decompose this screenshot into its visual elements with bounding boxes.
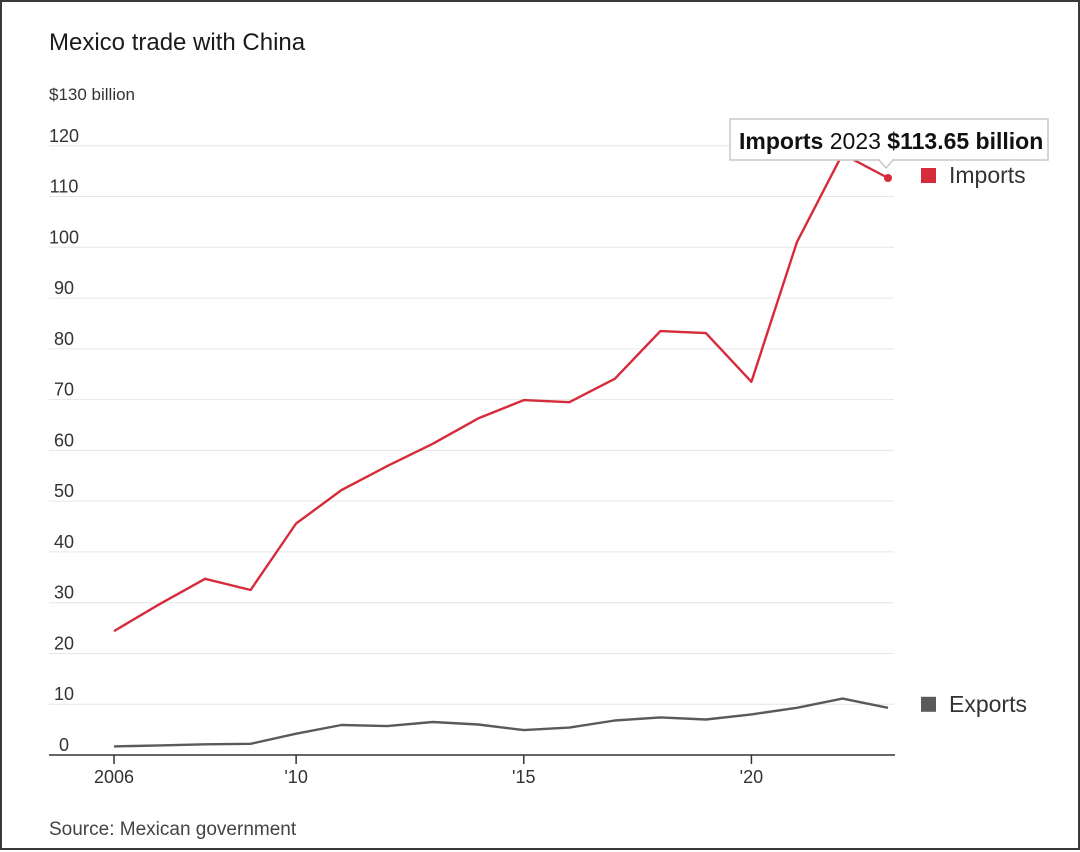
annotation-point xyxy=(884,174,892,183)
x-tick-label: '15 xyxy=(512,767,535,787)
y-tick-label: 100 xyxy=(49,227,79,247)
x-tick-label: 2006 xyxy=(94,767,134,787)
y-axis: 0 10 20 30 40 50 60 70 80 90 100 110 120 xyxy=(49,126,79,755)
y-tick-label: 60 xyxy=(54,430,74,450)
tooltip-series: Imports xyxy=(739,128,823,154)
y-tick-label: 20 xyxy=(54,633,74,653)
y-tick-label: 50 xyxy=(54,481,74,501)
source-note: Source: Mexican government xyxy=(49,819,297,840)
series-lines xyxy=(113,152,892,748)
tooltip-text: Imports 2023 $113.65 billion xyxy=(739,128,1043,154)
y-tick-label: 80 xyxy=(54,329,74,349)
legend-label-exports: Exports xyxy=(949,691,1027,717)
y-tick-label: 110 xyxy=(50,177,79,197)
y-tick-label: 70 xyxy=(54,380,74,400)
y-unit-label: $130 billion xyxy=(49,85,135,104)
y-tick-label: 10 xyxy=(54,684,74,704)
tooltip-pointer xyxy=(877,158,895,170)
legend-label-imports: Imports xyxy=(949,162,1026,188)
legend: Imports Exports xyxy=(921,162,1027,717)
tooltip-year: 2023 xyxy=(830,128,881,154)
y-tick-label: 0 xyxy=(59,735,69,755)
legend-swatch-exports xyxy=(921,696,936,712)
y-tick-label: 40 xyxy=(54,532,74,552)
y-tick-label: 90 xyxy=(54,278,74,298)
chart-title: Mexico trade with China xyxy=(49,29,306,56)
y-tick-label: 30 xyxy=(54,583,74,603)
x-axis: 2006 '10 '15 '20 xyxy=(94,755,763,787)
series-line-imports xyxy=(113,152,889,633)
x-tick-label: '20 xyxy=(740,767,763,787)
gridlines xyxy=(49,145,895,756)
tooltip-value: $113.65 billion xyxy=(887,128,1043,154)
annotation-tooltip: Imports 2023 $113.65 billion xyxy=(729,118,1049,170)
x-tick-label: '10 xyxy=(284,767,307,787)
series-line-exports xyxy=(113,697,889,748)
legend-swatch-imports xyxy=(921,168,936,184)
y-tick-label: 120 xyxy=(49,126,79,146)
